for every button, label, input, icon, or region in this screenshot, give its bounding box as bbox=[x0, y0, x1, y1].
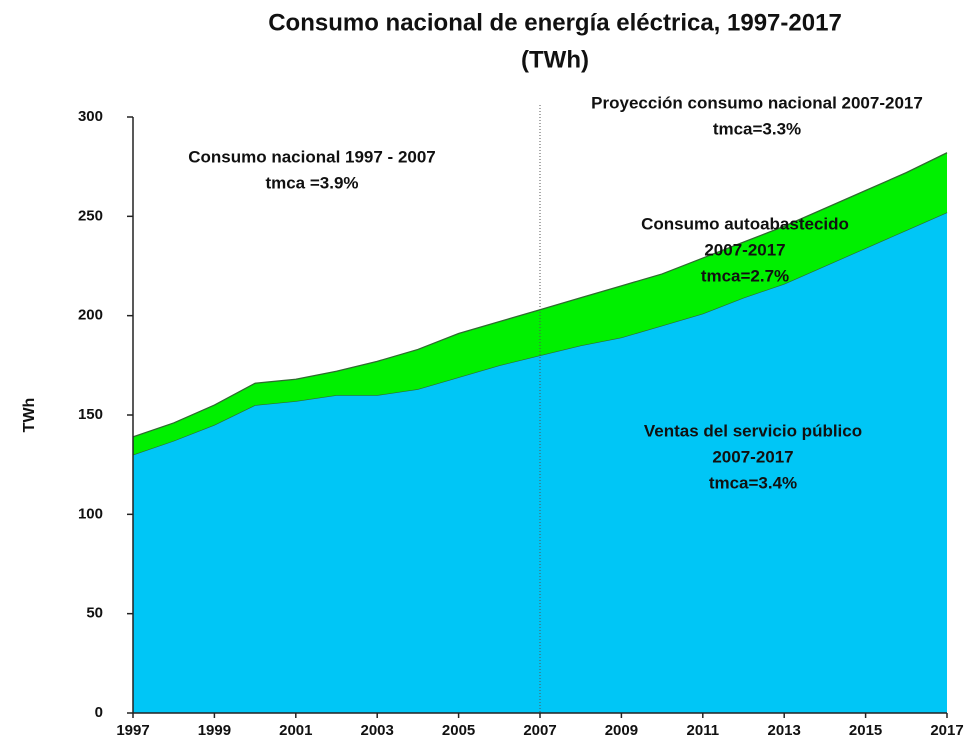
chart-subtitle: (TWh) bbox=[521, 46, 589, 73]
x-tick-label: 2017 bbox=[930, 722, 963, 739]
annotation: 2007-2017 bbox=[712, 447, 793, 466]
y-tick-label: 50 bbox=[86, 605, 103, 622]
y-tick-label: 300 bbox=[78, 108, 103, 125]
chart-title: Consumo nacional de energía eléctrica, 1… bbox=[268, 9, 842, 36]
x-tick-label: 2009 bbox=[605, 722, 638, 739]
y-tick-label: 100 bbox=[78, 505, 103, 522]
y-tick-label: 250 bbox=[78, 207, 103, 224]
y-tick-label: 200 bbox=[78, 307, 103, 324]
annotation: Proyección consumo nacional 2007-2017 bbox=[591, 93, 923, 112]
x-tick-label: 2003 bbox=[361, 722, 394, 739]
x-tick-label: 1997 bbox=[116, 722, 149, 739]
x-tick-label: 2001 bbox=[279, 722, 312, 739]
annotation: tmca =3.9% bbox=[265, 173, 358, 192]
annotation: Consumo autoabastecido bbox=[641, 214, 849, 233]
annotation: Consumo nacional 1997 - 2007 bbox=[188, 147, 436, 166]
x-tick-label: 2011 bbox=[687, 722, 720, 739]
x-tick-label: 2013 bbox=[768, 722, 801, 739]
x-tick-label: 2005 bbox=[442, 722, 475, 739]
y-axis-label: TWh bbox=[21, 398, 38, 433]
annotation: Ventas del servicio público bbox=[644, 421, 862, 440]
x-tick-label: 2007 bbox=[523, 722, 556, 739]
annotation: tmca=3.4% bbox=[709, 473, 797, 492]
annotation: tmca=2.7% bbox=[701, 266, 789, 285]
area bbox=[133, 152, 947, 455]
y-tick-label: 0 bbox=[95, 704, 103, 721]
x-tick-label: 1999 bbox=[198, 722, 231, 739]
annotation: 2007-2017 bbox=[704, 240, 785, 259]
annotation: tmca=3.3% bbox=[713, 119, 801, 138]
x-tick-label: 2015 bbox=[849, 722, 882, 739]
y-tick-label: 150 bbox=[78, 406, 103, 423]
